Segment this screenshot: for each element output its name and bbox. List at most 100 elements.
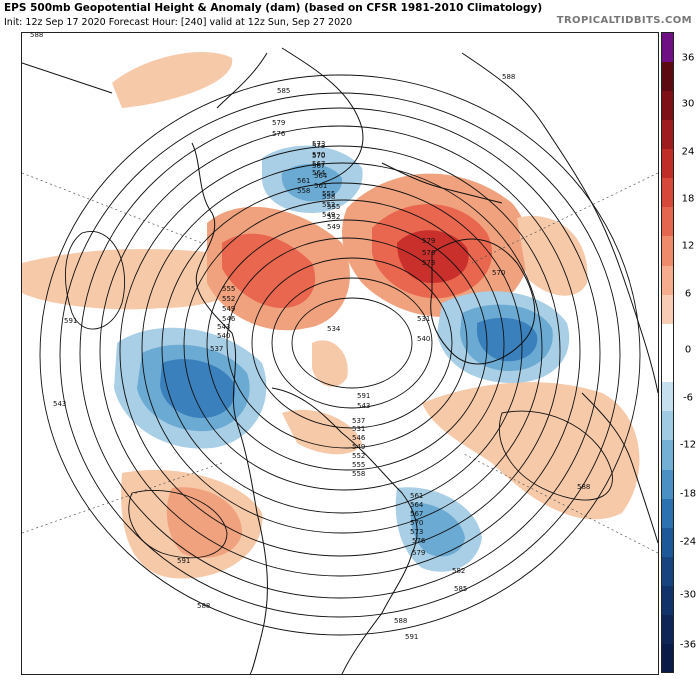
colorbar-swatch [661,469,674,499]
contour-label: 564 [314,172,328,180]
map-subtitle: Init: 12z Sep 17 2020 Forecast Hour: [24… [4,17,353,28]
colorbar-swatch [661,61,674,91]
map-panel: 588 585 588 579 576 573 570 567 564 561 558 555 552 5… [21,32,659,675]
colorbar-swatch [661,148,674,179]
colorbar-tick-label: 30 [681,98,695,110]
colorbar-tick-label: -24 [679,536,697,548]
colorbar-tick-label: 24 [681,146,695,158]
contour-label: 591 [64,317,77,325]
contour-label: 588 [577,483,590,491]
colorbar-swatch [661,585,674,616]
colorbar-swatch [661,439,674,470]
contour-label: 567 [410,510,423,518]
contour-label: 579 [422,237,435,245]
colorbar-swatch [661,614,674,645]
contour-label: 588 [197,602,210,610]
contour-label: 537 [352,417,365,425]
contour-label: 558 [322,193,335,201]
contour-label: 543 [357,402,370,410]
contour-label: 546 [222,315,236,323]
positive-anomaly-shading [22,52,640,579]
contour-label: 540 [417,335,430,343]
contour-label: 585 [454,585,467,593]
colorbar-swatch [661,119,674,150]
contour-label: 570 [410,519,423,527]
colorbar-swatch [661,90,674,120]
colorbar-tick-label: -18 [679,488,697,500]
contour-label: 549 [322,211,335,219]
contour-label: 582 [452,567,465,575]
contour-label: 591 [177,557,190,565]
colorbar-border [661,32,674,673]
contour-label: 564 [410,501,424,509]
contour-label: 579 [272,119,285,127]
lat-lon-grid [22,172,658,554]
contour-label: 576 [422,249,436,257]
contour-label: 555 [222,285,235,293]
colorbar-swatch [661,352,674,383]
contour-label: 552 [352,452,365,460]
contour-label: 561 [410,492,423,500]
colorbar-swatch [661,410,674,441]
colorbar-swatch [661,177,674,208]
contour-label: 567 [312,160,325,168]
contour-label: 558 [352,470,365,478]
map-title: EPS 500mb Geopotential Height & Anomaly … [4,2,543,14]
colorbar-tick-label: 36 [681,52,695,64]
colorbar-swatch [661,643,674,674]
contour-label: 531 [352,425,365,433]
contour-label: 555 [327,203,340,211]
contour-label: 546 [352,434,366,442]
colorbar-swatch [661,32,674,62]
contour-label: 552 [322,201,335,209]
colorbar-tick-label: 18 [681,193,695,205]
colorbar-swatch [661,294,674,324]
contour-label: 588 [502,73,515,81]
contour-label: 561 [297,177,310,185]
contour-label: 549 [222,305,235,313]
colorbar-swatch [661,235,674,266]
contour-label: 555 [352,461,365,469]
colorbar-tick-label: -12 [679,439,697,451]
colorbar-swatch [661,498,674,528]
colorbar-swatch [661,381,674,412]
contour-label: 558 [297,187,310,195]
contour-label: 588 [394,617,407,625]
contour-label: 573 [312,142,325,150]
colorbar-swatch [661,527,674,557]
contour-label: 567 [312,162,325,170]
contour-label: 543 [217,323,230,331]
colorbar-tick-label: 0 [684,344,692,356]
contour-label: 549 [352,443,365,451]
colorbar-tick-label: -36 [679,639,697,651]
height-contours [39,74,641,636]
contour-label: 573 [410,528,423,536]
contour-label: 576 [412,537,426,545]
contour-label: 531 [417,315,430,323]
contour-label: 555 [322,190,335,198]
colorbar-tick-label: 12 [681,240,695,252]
contour-label: 552 [327,213,340,221]
colorbar-swatch [661,265,674,295]
contour-label: 561 [314,182,327,190]
contour-label: 570 [492,269,505,277]
colorbar-tick-label: -30 [679,589,697,601]
colorbar-swatch [661,556,674,587]
contour-label: 573 [422,259,435,267]
contour-label: 573 [312,140,325,148]
colorbar-tick-label: 6 [684,288,692,300]
anomaly-colorbar: 36 30 24 18 12 6 0 -6 -12 -18 -24 -30 -36 [661,32,699,674]
contour-label: 537 [210,345,223,353]
colorbar-tick-label: -6 [683,392,693,404]
brand-watermark: TROPICALTIDBITS.COM [556,15,692,26]
negative-anomaly-shading [114,145,570,572]
contour-label: 585 [277,87,290,95]
contour-label: 570 [312,151,325,159]
coastlines [22,47,658,674]
contour-label: 588 [30,33,43,39]
contour-label: 591 [357,392,370,400]
colorbar-swatch [661,206,674,237]
contour-label: 570 [312,152,325,160]
colorbar-swatch [661,323,674,353]
